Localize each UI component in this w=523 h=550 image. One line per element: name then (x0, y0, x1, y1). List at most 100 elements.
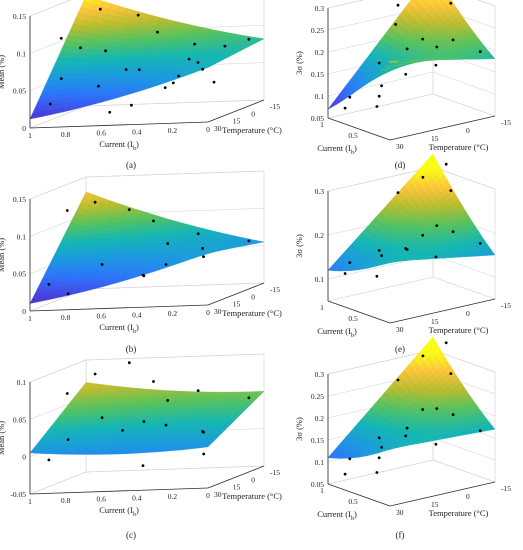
temperature-tick-label: 30 (396, 508, 404, 517)
z-tick-label: 0.1 (315, 92, 325, 101)
z-gridline (327, 71, 496, 97)
current-axis-label: Current (Ib) (317, 509, 357, 522)
axis-labels: Current (Ib) Temperature (°C) 3σ (%) (294, 234, 489, 339)
z-tick-label: 0.1 (315, 458, 325, 467)
z-axis-label: 3σ (%) (294, 51, 304, 75)
panel-label: (e) (395, 344, 405, 354)
data-point (65, 209, 69, 212)
data-point (343, 472, 347, 476)
data-point (247, 239, 251, 243)
current-tick-label: 0.2 (168, 126, 178, 135)
data-point (108, 110, 112, 114)
data-point (98, 7, 102, 11)
axis-labels: Current (Ib) Temperature (°C) 3σ (%) (294, 51, 489, 156)
temperature-axis-label: Temperature (°C) (222, 491, 282, 501)
temperature-tick-label: 30 (396, 142, 404, 151)
panel-label: (d) (395, 160, 406, 170)
current-tick-label: 0.5 (348, 314, 358, 323)
z-tick-label: 0.3 (315, 370, 325, 379)
temperature-tick-label: -15 (270, 102, 280, 111)
data-point (380, 446, 383, 449)
z-tick-label: 0.25 (311, 26, 324, 35)
z-tick-label: 0.15 (13, 12, 26, 21)
temperature-tick-label: 30 (214, 490, 222, 499)
data-points (47, 361, 251, 467)
data-points (343, 162, 482, 278)
temperature-tick-label: 30 (214, 307, 222, 316)
panel-label: (c) (126, 530, 136, 540)
data-point (434, 255, 438, 259)
current-tick-label: 0.5 (348, 131, 358, 140)
data-point (377, 456, 381, 460)
temperature-axis-label: Temperature (°C) (429, 142, 489, 152)
current-axis-label: Current (Ib) (99, 139, 139, 152)
data-point (196, 61, 200, 64)
temperature-tick-label: -15 (501, 301, 511, 310)
axes-frame (327, 374, 496, 507)
current-tick-label: 0.6 (97, 495, 107, 504)
data-point (478, 50, 482, 53)
data-point (451, 230, 455, 234)
temperature-axis-line (389, 481, 496, 507)
temperature-axis-line (207, 465, 265, 489)
panel-label: (f) (396, 530, 405, 540)
data-point (142, 420, 146, 423)
data-point (377, 249, 381, 252)
data-point (47, 458, 51, 462)
data-point (247, 396, 251, 400)
current-axis-label: Current (Ib) (317, 326, 357, 339)
data-point (223, 44, 227, 48)
data-point (166, 399, 170, 402)
data-point (166, 242, 170, 245)
temperature-axis-line (389, 298, 496, 324)
data-point (127, 208, 131, 211)
data-point (343, 106, 347, 110)
temperature-tick-label: 0 (466, 126, 470, 135)
z-tick-label: -0.05 (10, 490, 26, 499)
data-point (478, 242, 482, 245)
temperature-tick-label: -15 (501, 484, 511, 493)
data-point (124, 68, 128, 71)
data-point (66, 438, 70, 441)
data-point (201, 247, 205, 250)
data-point (377, 61, 381, 65)
z-tick-label: 0.3 (315, 4, 325, 13)
z-tick-label: 0.2 (315, 414, 325, 423)
data-point (444, 341, 448, 345)
temperature-axis-label: Temperature (°C) (429, 325, 489, 335)
z-tick-label: 0.2 (315, 48, 325, 57)
current-tick-label: 0 (206, 125, 210, 134)
current-tick-label: 0.4 (132, 310, 142, 319)
surface-cell (344, 453, 353, 459)
tick-labels: 0.5 1 30 15 0 -15 0.1 0.2 0.3 (315, 187, 512, 334)
axes-frame (29, 199, 265, 312)
z-tick-label: 0.05 (13, 87, 26, 96)
chart-panel-5: 0.5 1 30 15 0 -15 0.1 0.2 0.3 Current (Ib) Tempera… (294, 153, 512, 354)
axes-frame (29, 16, 265, 129)
data-points (48, 7, 251, 114)
z-tick-label: 0.05 (13, 415, 26, 424)
z-tick-label: 0.1 (315, 275, 325, 284)
tick-labels: 0.5 1 30 15 0 -15 0.05 0.1 0.15 0.2 0.25 0.3 (311, 4, 511, 151)
data-point (478, 429, 482, 433)
surface-mesh (29, 191, 265, 304)
data-point (202, 452, 206, 456)
data-point (136, 13, 140, 17)
temperature-axis-line (389, 115, 496, 141)
surface-mesh (327, 0, 496, 110)
data-point (375, 471, 379, 474)
surface-mesh (327, 336, 496, 459)
data-point (421, 408, 425, 411)
data-point (47, 283, 51, 286)
data-point (65, 392, 69, 395)
temperature-tick-label: -15 (270, 285, 280, 294)
data-point (48, 102, 52, 106)
data-point (348, 261, 352, 264)
data-point (449, 189, 453, 192)
z-tick-label: 0.2 (315, 231, 325, 240)
z-tick-label: 0 (22, 307, 26, 316)
axis-labels: Current (Ib) Temperature (°C) Mean (%) (0, 421, 282, 518)
axis-labels: Current (Ib) Temperature (°C) Mean (%) (0, 238, 282, 335)
current-axis-line (29, 304, 209, 312)
